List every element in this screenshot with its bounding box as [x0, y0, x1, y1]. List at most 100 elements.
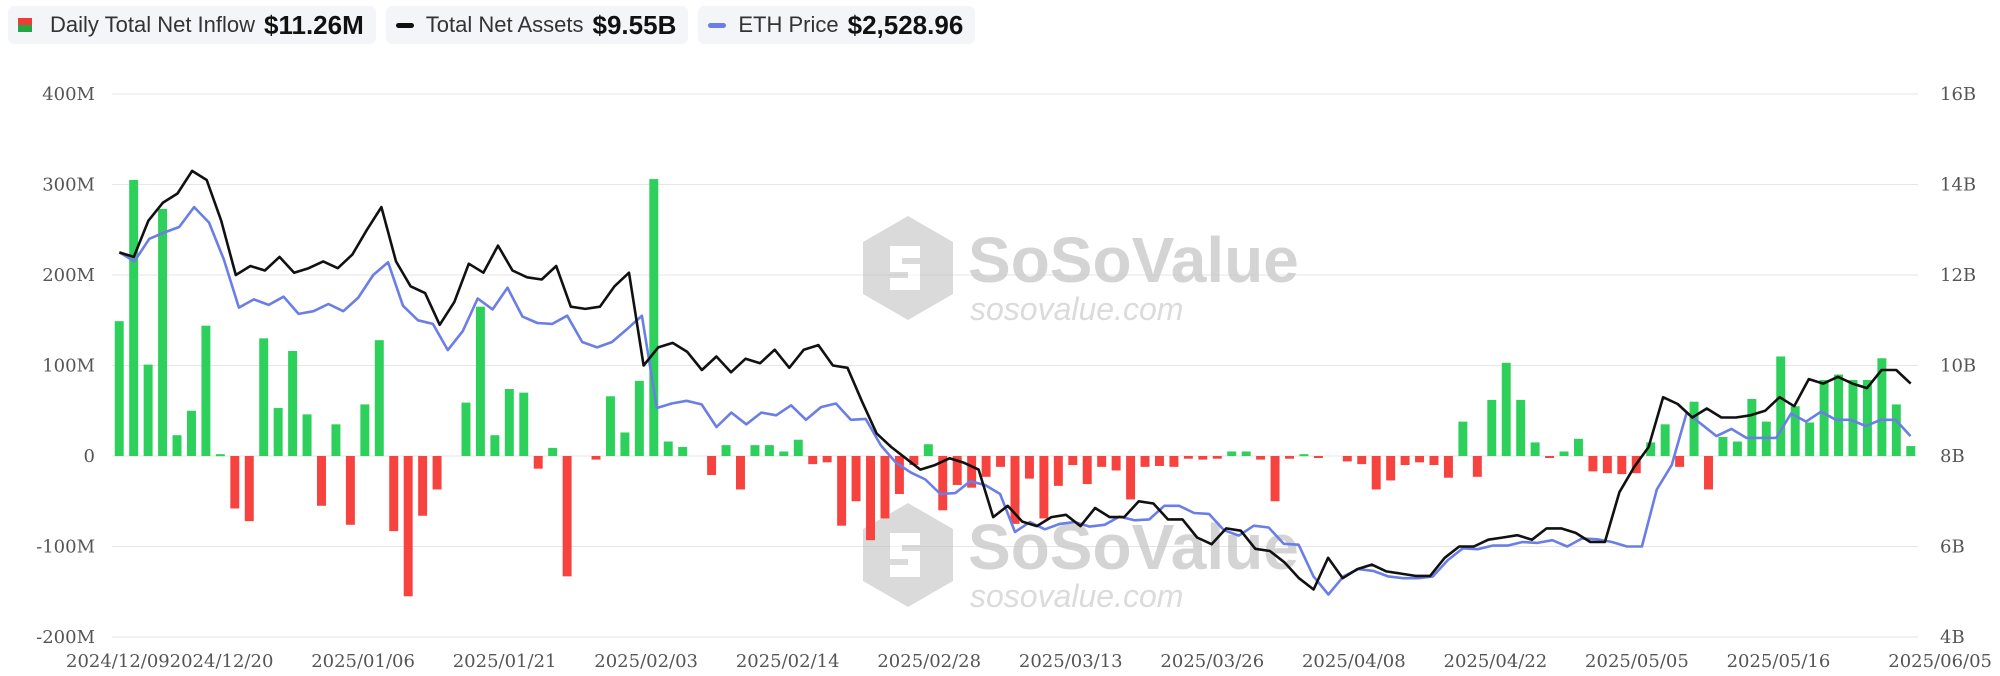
- inflow-bar: [1256, 456, 1266, 460]
- inflow-bar: [1530, 442, 1540, 456]
- legend-inflow-value: $11.26M: [264, 9, 364, 40]
- watermark-url-lower: sosovalue.com: [970, 578, 1183, 614]
- inflow-bar: [1386, 456, 1396, 481]
- inflow-bar: [1805, 422, 1815, 456]
- inflow-bar: [302, 414, 312, 456]
- inflow-bar: [967, 456, 977, 488]
- inflow-bar: [1545, 456, 1555, 458]
- inflow-bar: [1270, 456, 1280, 502]
- series-lines: [118, 169, 1912, 596]
- inflow-bar: [374, 340, 384, 456]
- inflow-bar: [143, 364, 153, 456]
- inflow-bar: [259, 338, 269, 456]
- inflow-bar: [1458, 421, 1468, 456]
- inflow-bar: [114, 321, 124, 456]
- inflow-bar: [461, 402, 471, 456]
- chart-legend: Daily Total Net Inflow $11.26M Total Net…: [8, 6, 976, 44]
- x-axis-tick: 2025/03/26: [1160, 651, 1264, 672]
- inflow-bar: [707, 456, 717, 476]
- inflow-bar: [1573, 438, 1583, 456]
- inflow-bar: [1862, 379, 1872, 456]
- inflow-bar: [591, 456, 601, 460]
- inflow-bar: [996, 456, 1006, 467]
- legend-item-assets[interactable]: Total Net Assets $9.55B: [385, 6, 689, 44]
- right-axis-tick: 10B: [1940, 356, 1976, 377]
- inflow-bar: [736, 456, 745, 490]
- x-axis-tick: 2025/02/14: [736, 651, 840, 672]
- left-axis-tick: -100M: [36, 537, 95, 558]
- inflow-bar: [909, 456, 919, 466]
- inflow-bar: [490, 435, 500, 456]
- right-axis-tick: 8B: [1940, 446, 1965, 467]
- inflow-bar: [1877, 358, 1887, 456]
- left-axis-tick: 100M: [42, 356, 95, 377]
- price-line-swatch-icon: [708, 22, 727, 28]
- axis-labels: 400M 16B 300M 14B 200M 12B 100M 10B 0 8B -100M 6B -2…: [36, 84, 1992, 672]
- inflow-bar: [981, 456, 991, 477]
- inflow-bar: [331, 424, 341, 456]
- inflow-bar: [562, 456, 572, 577]
- inflow-bar: [678, 446, 688, 456]
- x-axis-tick: 2025/02/28: [877, 651, 981, 672]
- inflow-bar: [403, 456, 413, 597]
- inflow-bar: [1704, 456, 1713, 490]
- inflow-bar: [418, 456, 428, 516]
- left-axis-tick: 400M: [42, 84, 95, 105]
- inflow-bar: [851, 456, 861, 502]
- legend-item-inflow[interactable]: Daily Total Net Inflow $11.26M: [8, 6, 376, 44]
- inflow-bar: [620, 432, 630, 456]
- inflow-bar: [1068, 456, 1078, 466]
- logo-glyph: [890, 533, 920, 577]
- inflow-bar: [1241, 451, 1251, 456]
- inflow-bar: [1660, 424, 1670, 456]
- x-axis-tick: 2024/12/09: [66, 651, 170, 672]
- assets-line-swatch-icon: [395, 22, 414, 28]
- left-axis-tick: 200M: [42, 265, 95, 286]
- inflow-bar: [519, 392, 529, 456]
- inflow-bar: [952, 456, 962, 485]
- right-axis-tick: 6B: [1940, 537, 1965, 558]
- inflow-bar: [1588, 456, 1598, 472]
- watermark-brand: SoSoValue: [968, 224, 1299, 296]
- inflow-bar: [1082, 456, 1092, 485]
- inflow-bar: [1227, 451, 1237, 456]
- inflow-bars: [114, 179, 1916, 597]
- right-axis-tick: 14B: [1940, 175, 1976, 196]
- inflow-bar: [317, 456, 326, 506]
- inflow-bar: [1487, 399, 1497, 456]
- x-axis-tick: 2025/01/21: [453, 651, 557, 672]
- inflow-bar: [1443, 456, 1453, 478]
- inflow-bar: [1299, 454, 1309, 457]
- inflow-bar: [1906, 446, 1916, 456]
- inflow-bar: [288, 351, 298, 456]
- inflow-bar: [186, 410, 196, 456]
- inflow-bar: [360, 404, 370, 456]
- inflow-bar: [822, 456, 832, 463]
- inflow-bar: [764, 445, 774, 456]
- right-axis-tick: 16B: [1940, 84, 1976, 105]
- inflow-bar: [1400, 456, 1410, 466]
- right-axis-tick: 12B: [1940, 265, 1976, 286]
- inflow-bar: [793, 439, 803, 456]
- inflow-bar: [1198, 456, 1208, 460]
- x-axis-tick: 2025/03/13: [1019, 651, 1123, 672]
- x-axis-tick: 2025/06/05: [1888, 651, 1992, 672]
- inflow-bar: [663, 441, 673, 456]
- inflow-bar: [1602, 456, 1612, 474]
- legend-price-value: $2,528.96: [847, 9, 964, 40]
- inflow-bar: [1039, 456, 1049, 519]
- inflow-bar: [158, 208, 168, 456]
- inflow-bar: [1501, 362, 1511, 456]
- inflow-bar: [1313, 456, 1323, 458]
- inflow-bar: [649, 179, 659, 456]
- inflow-bar: [1371, 456, 1381, 490]
- inflow-bar: [1689, 401, 1699, 456]
- inflow-bar: [938, 456, 948, 511]
- legend-item-price[interactable]: ETH Price $2,528.96: [698, 6, 976, 44]
- inflow-bar: [1472, 456, 1482, 477]
- legend-assets-label: Total Net Assets: [425, 12, 584, 37]
- watermark-layer: SoSoValuesosovalue.comSoSoValuesosovalue…: [863, 216, 1299, 614]
- inflow-bar: [273, 408, 283, 456]
- inflow-bar: [1024, 456, 1034, 479]
